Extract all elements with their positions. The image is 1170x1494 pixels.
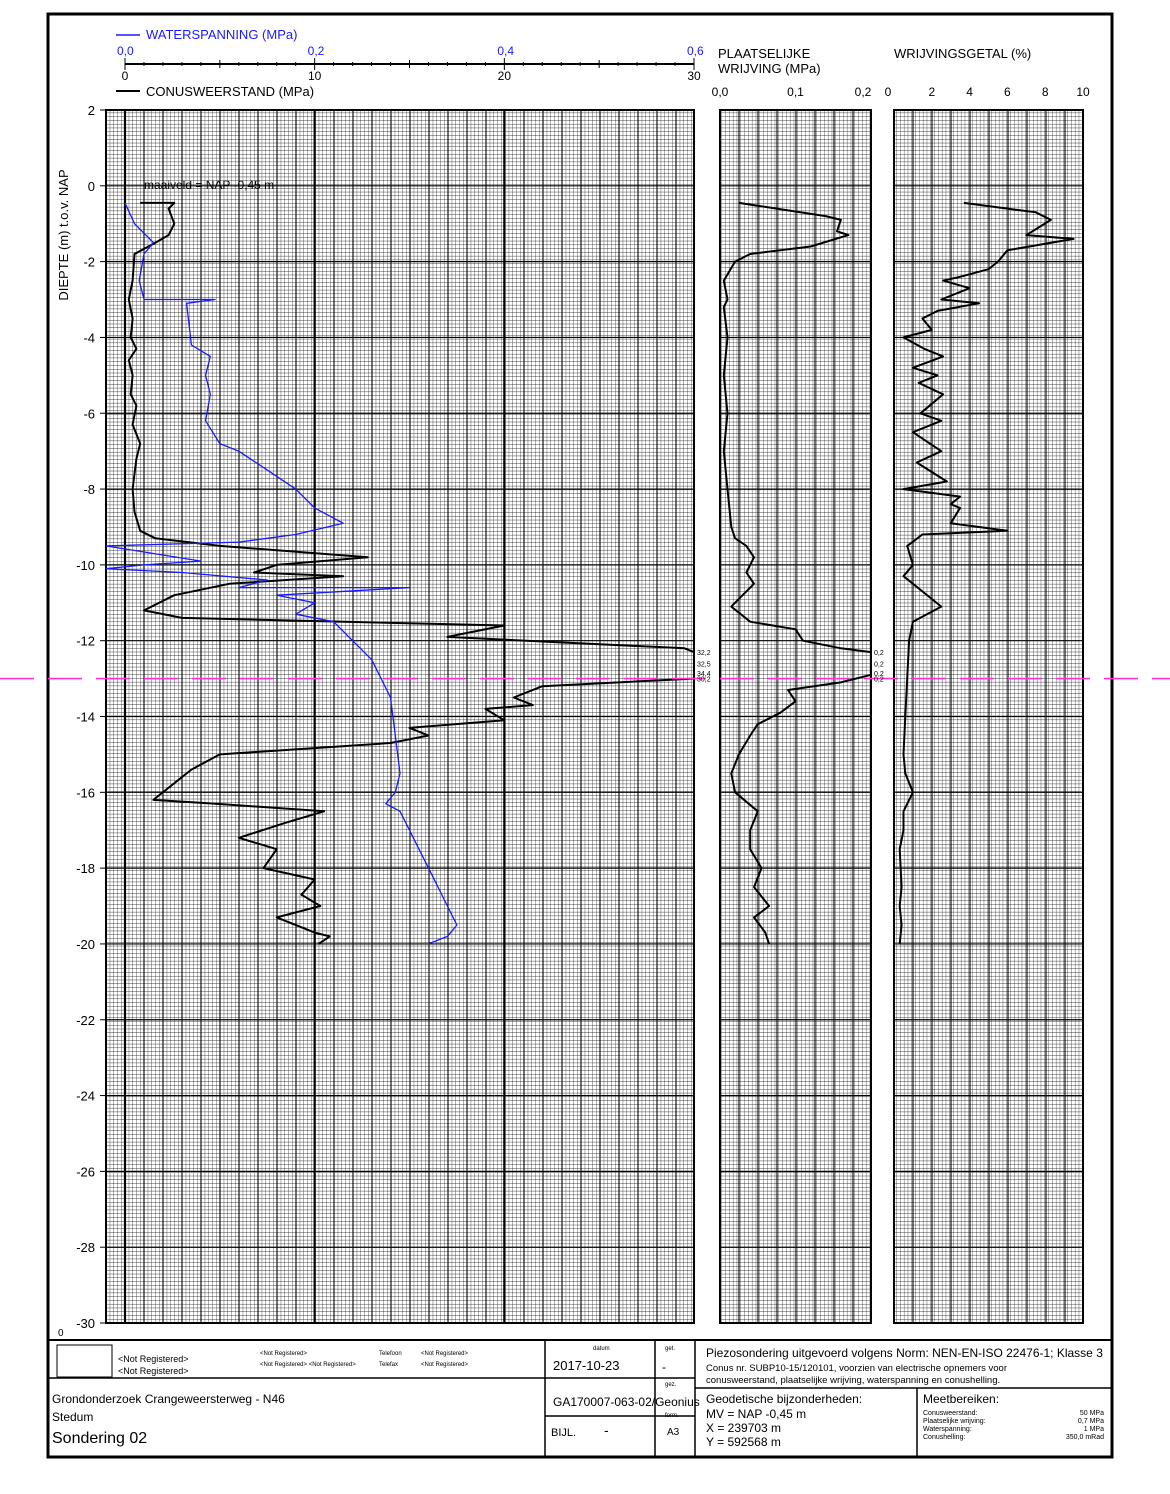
offscale-friction-label: 0,2: [874, 671, 884, 678]
sondering-title: Sondering 02: [52, 1430, 148, 1447]
form-value: A3: [667, 1427, 680, 1438]
depth-tick-label: -22: [76, 1013, 95, 1028]
outer-frame: [46, 12, 1114, 1459]
depth-tick-label: -28: [76, 1240, 95, 1255]
ratio-title: WRIJVINGSGETAL (%): [894, 46, 1032, 61]
water-title: WATERSPANNING (MPa): [146, 27, 298, 42]
meet-value-3: 350,0 mRad: [1065, 1434, 1104, 1441]
maaiveld-label: maaiveld = NAP -0,45 m: [144, 178, 275, 192]
friction-tick-label: 0,0: [712, 85, 729, 99]
project-place: Stedum: [52, 1410, 94, 1424]
depth-tick-label: -16: [76, 785, 95, 800]
grids: [105, 109, 1084, 1324]
bijl-label: BIJL.: [551, 1427, 577, 1439]
cone-tick-label: 10: [308, 69, 322, 83]
ratio-tick-label: 0: [885, 85, 892, 99]
depth-tick-label: -30: [76, 1316, 95, 1331]
meet-label-3: Conushelling:: [923, 1434, 966, 1441]
ratio-tick-label: 10: [1076, 85, 1090, 99]
offscale-cone-label: 34,4: [697, 671, 711, 678]
depth-tick-label: -12: [76, 634, 95, 649]
meet-value-2: 1 MPa: [1083, 1426, 1104, 1433]
geo-mv: MV = NAP -0,45 m: [706, 1407, 807, 1421]
axes: 20-2-4-6-8-10-12-14-16-18-20-22-24-26-28…: [56, 34, 1090, 1339]
offscale-cone-label: 32,5: [697, 661, 711, 668]
tel-value: <Not Registered>: [421, 1351, 469, 1357]
meet-label-0: Conusweerstand:: [923, 1410, 978, 1417]
water-tick-label: 0,6: [687, 44, 704, 58]
tel-label: Telefoon: [379, 1351, 402, 1357]
contact-mid-1: <Not Registered>: [260, 1351, 308, 1357]
water-pressure-line: [105, 202, 458, 945]
depth-tick-label: -10: [76, 558, 95, 573]
ratio-tick-label: 4: [966, 85, 973, 99]
get-value: -: [662, 1360, 666, 1374]
depth-tick-label: 2: [88, 103, 95, 118]
curves: [0, 201, 1170, 945]
cone-resistance-line: [127, 201, 695, 945]
geo-x: X = 239703 m: [706, 1421, 782, 1435]
geo-title: Geodetische bijzonderheden:: [706, 1392, 863, 1406]
bijl-value: -: [604, 1422, 609, 1438]
origin-label: 0: [58, 1328, 64, 1339]
form-label: form.: [665, 1413, 679, 1419]
friction-title-2: WRIJVING (MPa): [718, 61, 821, 76]
cone-tick-label: 0: [122, 69, 129, 83]
cone-title: CONUSWEERSTAND (MPa): [146, 84, 315, 99]
datum-value: 2017-10-23: [553, 1358, 620, 1373]
get-label: get.: [665, 1346, 676, 1352]
logo-box: [56, 1344, 113, 1378]
depth-tick-label: -4: [83, 330, 95, 345]
friction-tick-label: 0,2: [855, 85, 872, 99]
depth-tick-label: -8: [83, 482, 95, 497]
depth-tick-label: -24: [76, 1089, 95, 1104]
meet-value-0: 50 MPa: [1079, 1410, 1104, 1417]
norm-line-1: Piezosondering uitgevoerd volgens Norm: …: [706, 1346, 1103, 1360]
fax-value: <Not Registered>: [421, 1362, 469, 1368]
meet-label-1: Plaatselijke wrijving:: [923, 1418, 986, 1425]
meet-label-2: Waterspanning:: [923, 1426, 972, 1433]
offscale-friction-label: 0,2: [874, 661, 884, 668]
contact-left-2: <Not Registered>: [118, 1366, 189, 1376]
depth-tick-label: -20: [76, 937, 95, 952]
norm-line-2: Conus nr. SUBP10-15/120101, voorzien van…: [706, 1363, 1008, 1374]
geo-y: Y = 592568 m: [706, 1435, 781, 1449]
friction-tick-label: 0,1: [787, 85, 804, 99]
ratio-tick-label: 6: [1004, 85, 1011, 99]
offscale-friction-label: 0,2: [874, 650, 884, 657]
cone-tick-label: 20: [498, 69, 512, 83]
friction-title-1: PLAATSELIJKE: [718, 46, 811, 61]
depth-tick-label: 0: [88, 179, 95, 194]
offscale-cone-label: 32,2: [697, 650, 711, 657]
frame: [46, 12, 1114, 1459]
water-tick-label: 0,4: [497, 44, 514, 58]
gez-label: gez.: [665, 1382, 677, 1388]
contact-left-1: <Not Registered>: [118, 1354, 189, 1364]
depth-tick-label: -6: [83, 406, 95, 421]
meet-value-1: 0,7 MPa: [1077, 1418, 1104, 1425]
cone-tick-label: 30: [687, 69, 701, 83]
ratio-tick-label: 2: [928, 85, 935, 99]
offscale-cone-label: 30,2: [697, 677, 711, 684]
meet-title: Meetbereiken:: [923, 1392, 1000, 1406]
fax-label: Telefax: [379, 1362, 399, 1368]
water-tick-label: 0,0: [117, 44, 134, 58]
depth-tick-label: -26: [76, 1164, 95, 1179]
depth-tick-label: -14: [76, 710, 95, 725]
water-tick-label: 0,2: [308, 44, 325, 58]
friction-ratio-line: [898, 201, 1075, 945]
depth-tick-label: -18: [76, 861, 95, 876]
project-name: Grondonderzoek Crangeweersterweg - N46: [52, 1392, 285, 1406]
datum-label: datum: [593, 1346, 610, 1352]
labels: 32,2 0,2 32,5 0,2 34,4 0,2 30,2 0,2: [697, 650, 884, 684]
local-friction-line: [722, 201, 872, 945]
depth-axis-label: DIEPTE (m) t.o.v. NAP: [56, 169, 71, 300]
contact-mid-2: <Not Registered> <Not Registered>: [260, 1362, 356, 1368]
reference: GA170007-063-02/Geonius: [553, 1395, 700, 1409]
norm-line-3: conusweerstand, plaatselijke wrijving, w…: [706, 1375, 1001, 1386]
depth-tick-label: -2: [83, 255, 95, 270]
offscale-friction-label: 0,2: [874, 677, 884, 684]
ratio-tick-label: 8: [1042, 85, 1049, 99]
